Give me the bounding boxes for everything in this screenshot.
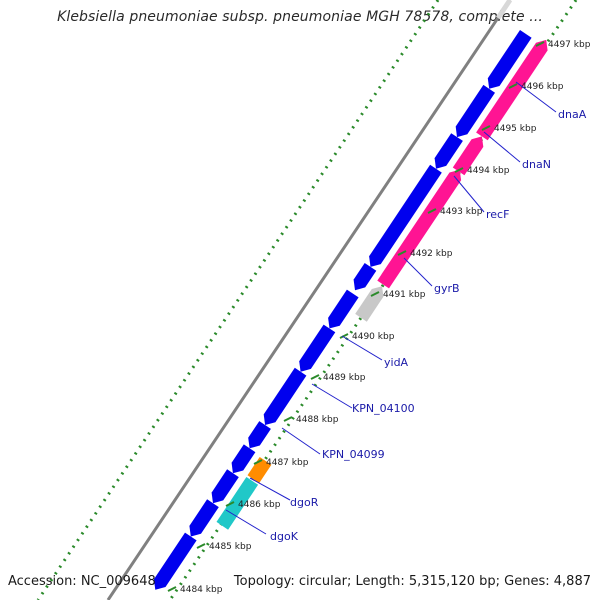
reverse-cds-1[interactable] (476, 39, 548, 141)
gene-label-leader (225, 509, 267, 535)
forward-cds-9[interactable] (248, 421, 271, 449)
ruler-tick-mark (225, 501, 235, 507)
forward-cds-4[interactable] (369, 164, 442, 267)
ruler-tick-mark (196, 543, 206, 549)
forward-cds-1[interactable] (487, 30, 532, 89)
ruler-tick-mark (310, 374, 320, 380)
gene-label-leader (403, 257, 433, 287)
gene-label-leader (311, 383, 353, 409)
forward-cds-2[interactable] (455, 84, 495, 138)
gene-label-leader (453, 175, 485, 213)
forward-cds-3[interactable] (434, 133, 463, 169)
ruler-tick-mark (427, 208, 437, 214)
ruler-tick-label: 4497 kbp (548, 40, 591, 50)
gene-label-leader (281, 427, 321, 455)
cyan-feature[interactable] (216, 477, 259, 530)
gene-labels: dnaA dnaN recF gyrB yidA KPN_04100 KPN_04099dg… (225, 81, 587, 543)
ruler-tick-label: 4488 kbp (296, 415, 339, 425)
ruler-tick-label: 4496 kbp (521, 82, 564, 92)
ruler-tick-label: 4486 kbp (238, 500, 281, 510)
forward-cds-13[interactable] (153, 532, 197, 590)
ruler-tick-mark (454, 167, 464, 173)
ruler-tick-label: 4493 kbp (440, 207, 483, 217)
gene-label-gyrb[interactable]: gyrB (434, 282, 460, 295)
orange-feature[interactable] (247, 457, 272, 484)
ruler-tick-mark (167, 586, 177, 592)
feature-track (153, 30, 548, 590)
gene-label-leader (341, 335, 383, 361)
gene-label-leader (249, 477, 291, 501)
forward-cds-8[interactable] (263, 367, 307, 425)
gene-label-kpn_04099[interactable]: KPN_04099 (322, 448, 385, 461)
ruler-tick-mark (508, 83, 518, 89)
reverse-cds-2[interactable] (452, 136, 484, 176)
ruler-tick-label: 4484 kbp (180, 585, 223, 595)
ruler-tick-label: 4491 kbp (383, 290, 426, 300)
forward-cds-11[interactable] (211, 469, 239, 504)
ruler-tick-label: 4492 kbp (410, 249, 453, 259)
gene-label-dnaa[interactable]: dnaA (558, 108, 587, 121)
ruler-tick-label: 4490 kbp (352, 332, 395, 342)
ruler-tick-label: 4489 kbp (323, 373, 366, 383)
accession-text: Accession: NC_009648 (8, 574, 156, 589)
ruler-tick-label: 4495 kbp (494, 124, 537, 134)
genome-summary-text: Topology: circular; Length: 5,315,120 bp… (233, 574, 591, 589)
backbone-line (106, 0, 512, 600)
forward-cds-7[interactable] (299, 324, 336, 372)
ruler-tick-mark (481, 125, 491, 131)
gene-label-leader (483, 131, 521, 163)
map-title: Klebsiella pneumoniae subsp. pneumoniae … (57, 9, 543, 25)
gene-label-recf[interactable]: recF (486, 208, 509, 221)
ruler-ticks: 4497 kbp 4496 kbp 4495 kbp 4494 kbp 4493 kbp… (167, 40, 591, 595)
reverse-cds-3[interactable] (377, 169, 462, 289)
gene-label-dgok[interactable]: dgoK (270, 530, 299, 543)
backbone-origin-mark (495, 0, 513, 20)
ruler-tick-mark (339, 333, 349, 339)
ruler-tick-label: 4485 kbp (209, 542, 252, 552)
ruler-tick-mark (370, 291, 380, 297)
gc-dotted-line-outer (36, 0, 440, 600)
gene-label-dgor[interactable]: dgoR (290, 496, 319, 509)
ruler-tick-mark (397, 250, 407, 256)
gene-label-yida[interactable]: yidA (384, 356, 409, 369)
ruler-tick-mark (283, 416, 293, 422)
ruler-tick-mark (253, 459, 263, 465)
grey-feature[interactable] (355, 286, 384, 322)
forward-cds-5[interactable] (353, 263, 377, 291)
gene-label-leader (515, 81, 557, 113)
gene-label-kpn_04100[interactable]: KPN_04100 (352, 402, 415, 415)
forward-cds-12[interactable] (189, 499, 219, 537)
ruler-tick-mark (535, 41, 545, 47)
ruler-tick-label: 4494 kbp (467, 166, 510, 176)
ruler-tick-label: 4487 kbp (266, 458, 309, 468)
forward-cds-10[interactable] (231, 444, 256, 474)
gene-label-dnan[interactable]: dnaN (522, 158, 551, 171)
forward-cds-6[interactable] (328, 289, 359, 329)
